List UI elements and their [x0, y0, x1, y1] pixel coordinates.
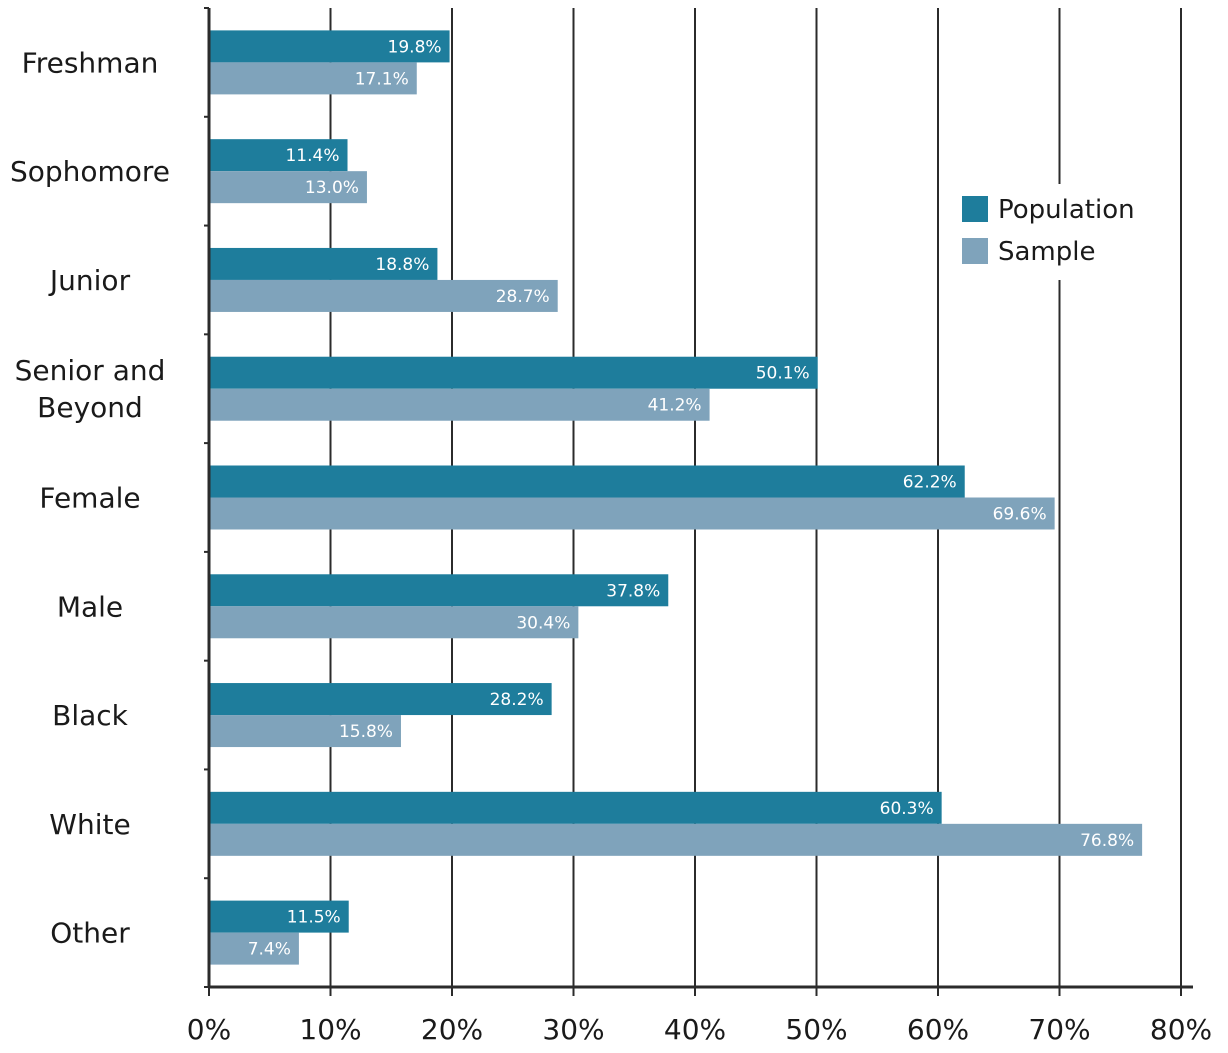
data-label-population-2: 18.8% [375, 255, 429, 275]
bar-population-6 [209, 683, 552, 716]
data-label-sample-8: 7.4% [248, 940, 291, 960]
bar-population-2 [209, 247, 438, 280]
bar-population-0 [209, 30, 450, 63]
legend-label-population: Population [998, 195, 1135, 225]
category-label-8: Other [50, 917, 130, 950]
bar-population-5 [209, 574, 669, 607]
x-tick-label-10: 10% [299, 1013, 361, 1046]
data-label-population-7: 60.3% [880, 799, 934, 819]
category-label-7: White [49, 808, 130, 841]
bar-sample-5 [209, 606, 579, 639]
data-label-population-4: 62.2% [903, 473, 957, 493]
category-label-4: Female [39, 482, 140, 515]
data-label-sample-6: 15.8% [339, 722, 393, 742]
data-label-population-0: 19.8% [388, 37, 442, 57]
bar-sample-8 [209, 932, 299, 965]
bar-population-1 [209, 139, 348, 172]
axes: Freshman Sophomore Junior Senior and Beyond F… [10, 7, 1212, 1046]
data-label-sample-7: 76.8% [1080, 831, 1134, 851]
bars: 19.8% 17.1% 11.4% 13.0% 18.8% 28.7% 50.1% 41.2%… [209, 30, 1143, 965]
bar-population-7 [209, 791, 942, 824]
bar-population-4 [209, 465, 965, 498]
x-tick-label-70: 70% [1028, 1013, 1090, 1046]
bar-population-8 [209, 900, 349, 933]
data-label-sample-2: 28.7% [496, 287, 550, 307]
data-label-population-5: 37.8% [606, 581, 660, 601]
data-label-population-3: 50.1% [756, 364, 810, 384]
x-tick-label-0: 0% [187, 1013, 231, 1046]
bar-sample-7 [209, 823, 1143, 856]
bar-sample-1 [209, 171, 367, 204]
data-label-sample-1: 13.0% [305, 178, 359, 198]
bar-sample-3 [209, 388, 710, 421]
category-label-6: Black [52, 699, 129, 732]
data-label-population-8: 11.5% [287, 908, 341, 928]
data-label-population-1: 11.4% [285, 146, 339, 166]
category-label-3: Senior and Beyond [15, 354, 166, 424]
category-label-0: Freshman [22, 46, 159, 79]
legend-swatch-sample [962, 238, 988, 264]
data-label-sample-5: 30.4% [516, 613, 570, 633]
bar-sample-6 [209, 715, 401, 748]
bar-sample-0 [209, 62, 417, 95]
x-tick-label-80: 80% [1150, 1013, 1212, 1046]
x-tick-label-50: 50% [785, 1013, 847, 1046]
x-tick-label-30: 30% [542, 1013, 604, 1046]
bar-population-3 [209, 356, 818, 389]
bar-sample-4 [209, 497, 1055, 530]
legend: Population Sample [950, 184, 1150, 280]
legend-swatch-population [962, 196, 988, 222]
category-label-5: Male [57, 590, 123, 623]
bar-sample-2 [209, 279, 558, 312]
x-tick-label-40: 40% [664, 1013, 726, 1046]
data-label-sample-4: 69.6% [993, 505, 1047, 525]
x-tick-label-60: 60% [907, 1013, 969, 1046]
legend-label-sample: Sample [998, 237, 1096, 267]
category-label-2: Junior [48, 264, 131, 297]
category-label-1: Sophomore [10, 155, 170, 188]
data-label-population-6: 28.2% [490, 690, 544, 710]
data-label-sample-3: 41.2% [648, 396, 702, 416]
x-tick-label-20: 20% [421, 1013, 483, 1046]
data-label-sample-0: 17.1% [355, 69, 409, 89]
